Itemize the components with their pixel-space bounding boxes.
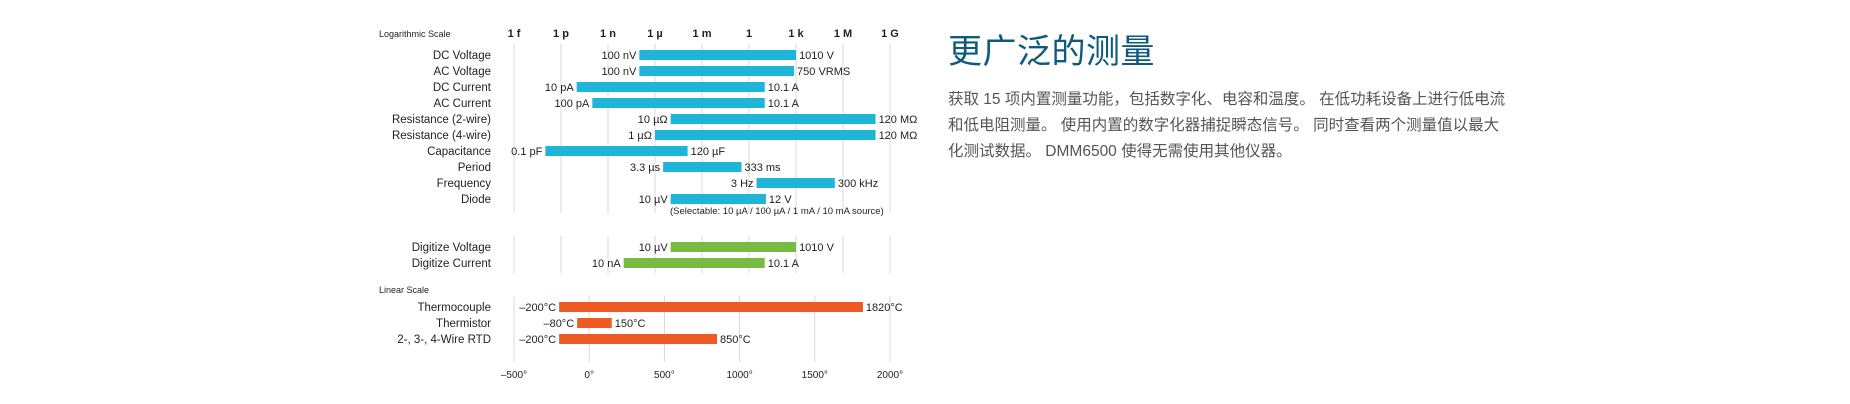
log-range-bar	[576, 82, 765, 92]
log-high-label: 120 µF	[691, 146, 726, 158]
log-row-label: Resistance (2-wire)	[392, 114, 491, 126]
diode-source-note: (Selectable: 10 µA / 100 µA / 1 mA / 10 …	[670, 206, 884, 217]
log-high-label: 120 MΩ	[879, 114, 918, 126]
log-row-label: AC Current	[433, 98, 491, 110]
digitize-high-label: 10.1 A	[768, 258, 800, 270]
log-tick-label: 1 µ	[647, 28, 663, 40]
log-row-label: Frequency	[437, 178, 492, 190]
digitize-row-label: Digitize Voltage	[412, 242, 491, 254]
log-low-label: 10 µV	[639, 194, 669, 206]
linear-tick-label: 1000°	[726, 370, 752, 381]
digitize-high-label: 1010 V	[799, 242, 835, 254]
log-row-label: DC Current	[433, 82, 492, 94]
temperature-low-label: –80°C	[543, 318, 574, 330]
log-range-bar	[639, 66, 795, 76]
section-title: 更广泛的测量	[948, 33, 1155, 71]
log-high-label: 750 VRMS	[797, 66, 850, 78]
log-range-bar	[670, 194, 766, 204]
temperature-row-label: 2-, 3-, 4-Wire RTD	[397, 334, 491, 346]
log-tick-label: 1	[746, 28, 752, 40]
temperature-low-label: –200°C	[519, 334, 556, 346]
log-tick-label: 1 M	[834, 28, 852, 40]
log-low-label: 10 pA	[545, 82, 574, 94]
log-high-label: 10.1 A	[768, 82, 800, 94]
temperature-range-bar	[577, 318, 612, 328]
log-high-label: 333 ms	[744, 162, 781, 174]
log-high-label: 120 MΩ	[879, 130, 918, 142]
log-tick-label: 1 p	[553, 28, 569, 40]
linear-tick-label: 0°	[584, 370, 594, 381]
log-row-label: Diode	[461, 194, 491, 206]
section-text: 更广泛的测量 获取 15 项内置测量功能，包括数字化、电容和温度。 在低功耗设备…	[948, 24, 1508, 165]
log-range-bar	[670, 114, 876, 124]
temperature-row-label: Thermistor	[436, 318, 491, 330]
log-low-label: 3.3 µs	[630, 162, 661, 174]
log-row-label: Period	[458, 162, 491, 174]
log-tick-label: 1 m	[693, 28, 712, 40]
linear-tick-label: –500°	[501, 370, 527, 381]
digitize-row-label: Digitize Current	[412, 258, 492, 270]
digitize-low-label: 10 µV	[639, 242, 669, 254]
digitize-range-bar	[670, 242, 797, 252]
linear-tick-label: 1500°	[802, 370, 828, 381]
log-tick-label: 1 f	[508, 28, 521, 40]
linear-tick-label: 2000°	[877, 370, 903, 381]
temperature-range-bar	[559, 302, 863, 312]
log-low-label: 10 µΩ	[638, 114, 668, 126]
log-low-label: 100 pA	[554, 98, 590, 110]
measurement-range-chart: Logarithmic Scale 1 f 1 p 1 n 1 µ 1 m 1 1 k 1 M 1…	[379, 28, 918, 381]
linear-tick-label: 500°	[654, 370, 675, 381]
log-range-bar	[545, 146, 688, 156]
log-tick-label: 1 k	[788, 28, 804, 40]
log-high-label: 1010 V	[799, 50, 835, 62]
log-low-label: 100 nV	[601, 66, 637, 78]
log-low-label: 3 Hz	[731, 178, 754, 190]
log-row-label: AC Voltage	[433, 66, 491, 78]
temperature-low-label: –200°C	[519, 302, 556, 314]
log-row-label: Resistance (4-wire)	[392, 130, 491, 142]
log-range-bar	[663, 162, 742, 172]
log-tick-label: 1 G	[881, 28, 899, 40]
temperature-high-label: 150°C	[615, 318, 646, 330]
log-row-label: Capacitance	[427, 146, 491, 158]
log-range-bar	[655, 130, 876, 140]
log-range-bar	[639, 50, 797, 60]
log-low-label: 1 µΩ	[628, 130, 652, 142]
log-range-bar	[756, 178, 835, 188]
log-scale-label: Logarithmic Scale	[379, 29, 451, 39]
temperature-row-label: Thermocouple	[417, 302, 491, 314]
log-high-label: 12 V	[769, 194, 792, 206]
digitize-range-bar	[623, 258, 765, 268]
log-high-label: 300 kHz	[838, 178, 878, 190]
log-high-label: 10.1 A	[768, 98, 800, 110]
linear-scale-label: Linear Scale	[379, 285, 429, 295]
log-range-bar	[592, 98, 765, 108]
log-row-label: DC Voltage	[433, 50, 491, 62]
log-low-label: 0.1 pF	[511, 146, 542, 158]
digitize-low-label: 10 nA	[592, 258, 621, 270]
section-description: 获取 15 项内置测量功能，包括数字化、电容和温度。 在低功耗设备上进行低电流和…	[948, 91, 1506, 160]
log-low-label: 100 nV	[601, 50, 637, 62]
log-tick-label: 1 n	[600, 28, 616, 40]
temperature-high-label: 1820°C	[866, 302, 903, 314]
temperature-high-label: 850°C	[720, 334, 751, 346]
temperature-range-bar	[559, 334, 718, 344]
